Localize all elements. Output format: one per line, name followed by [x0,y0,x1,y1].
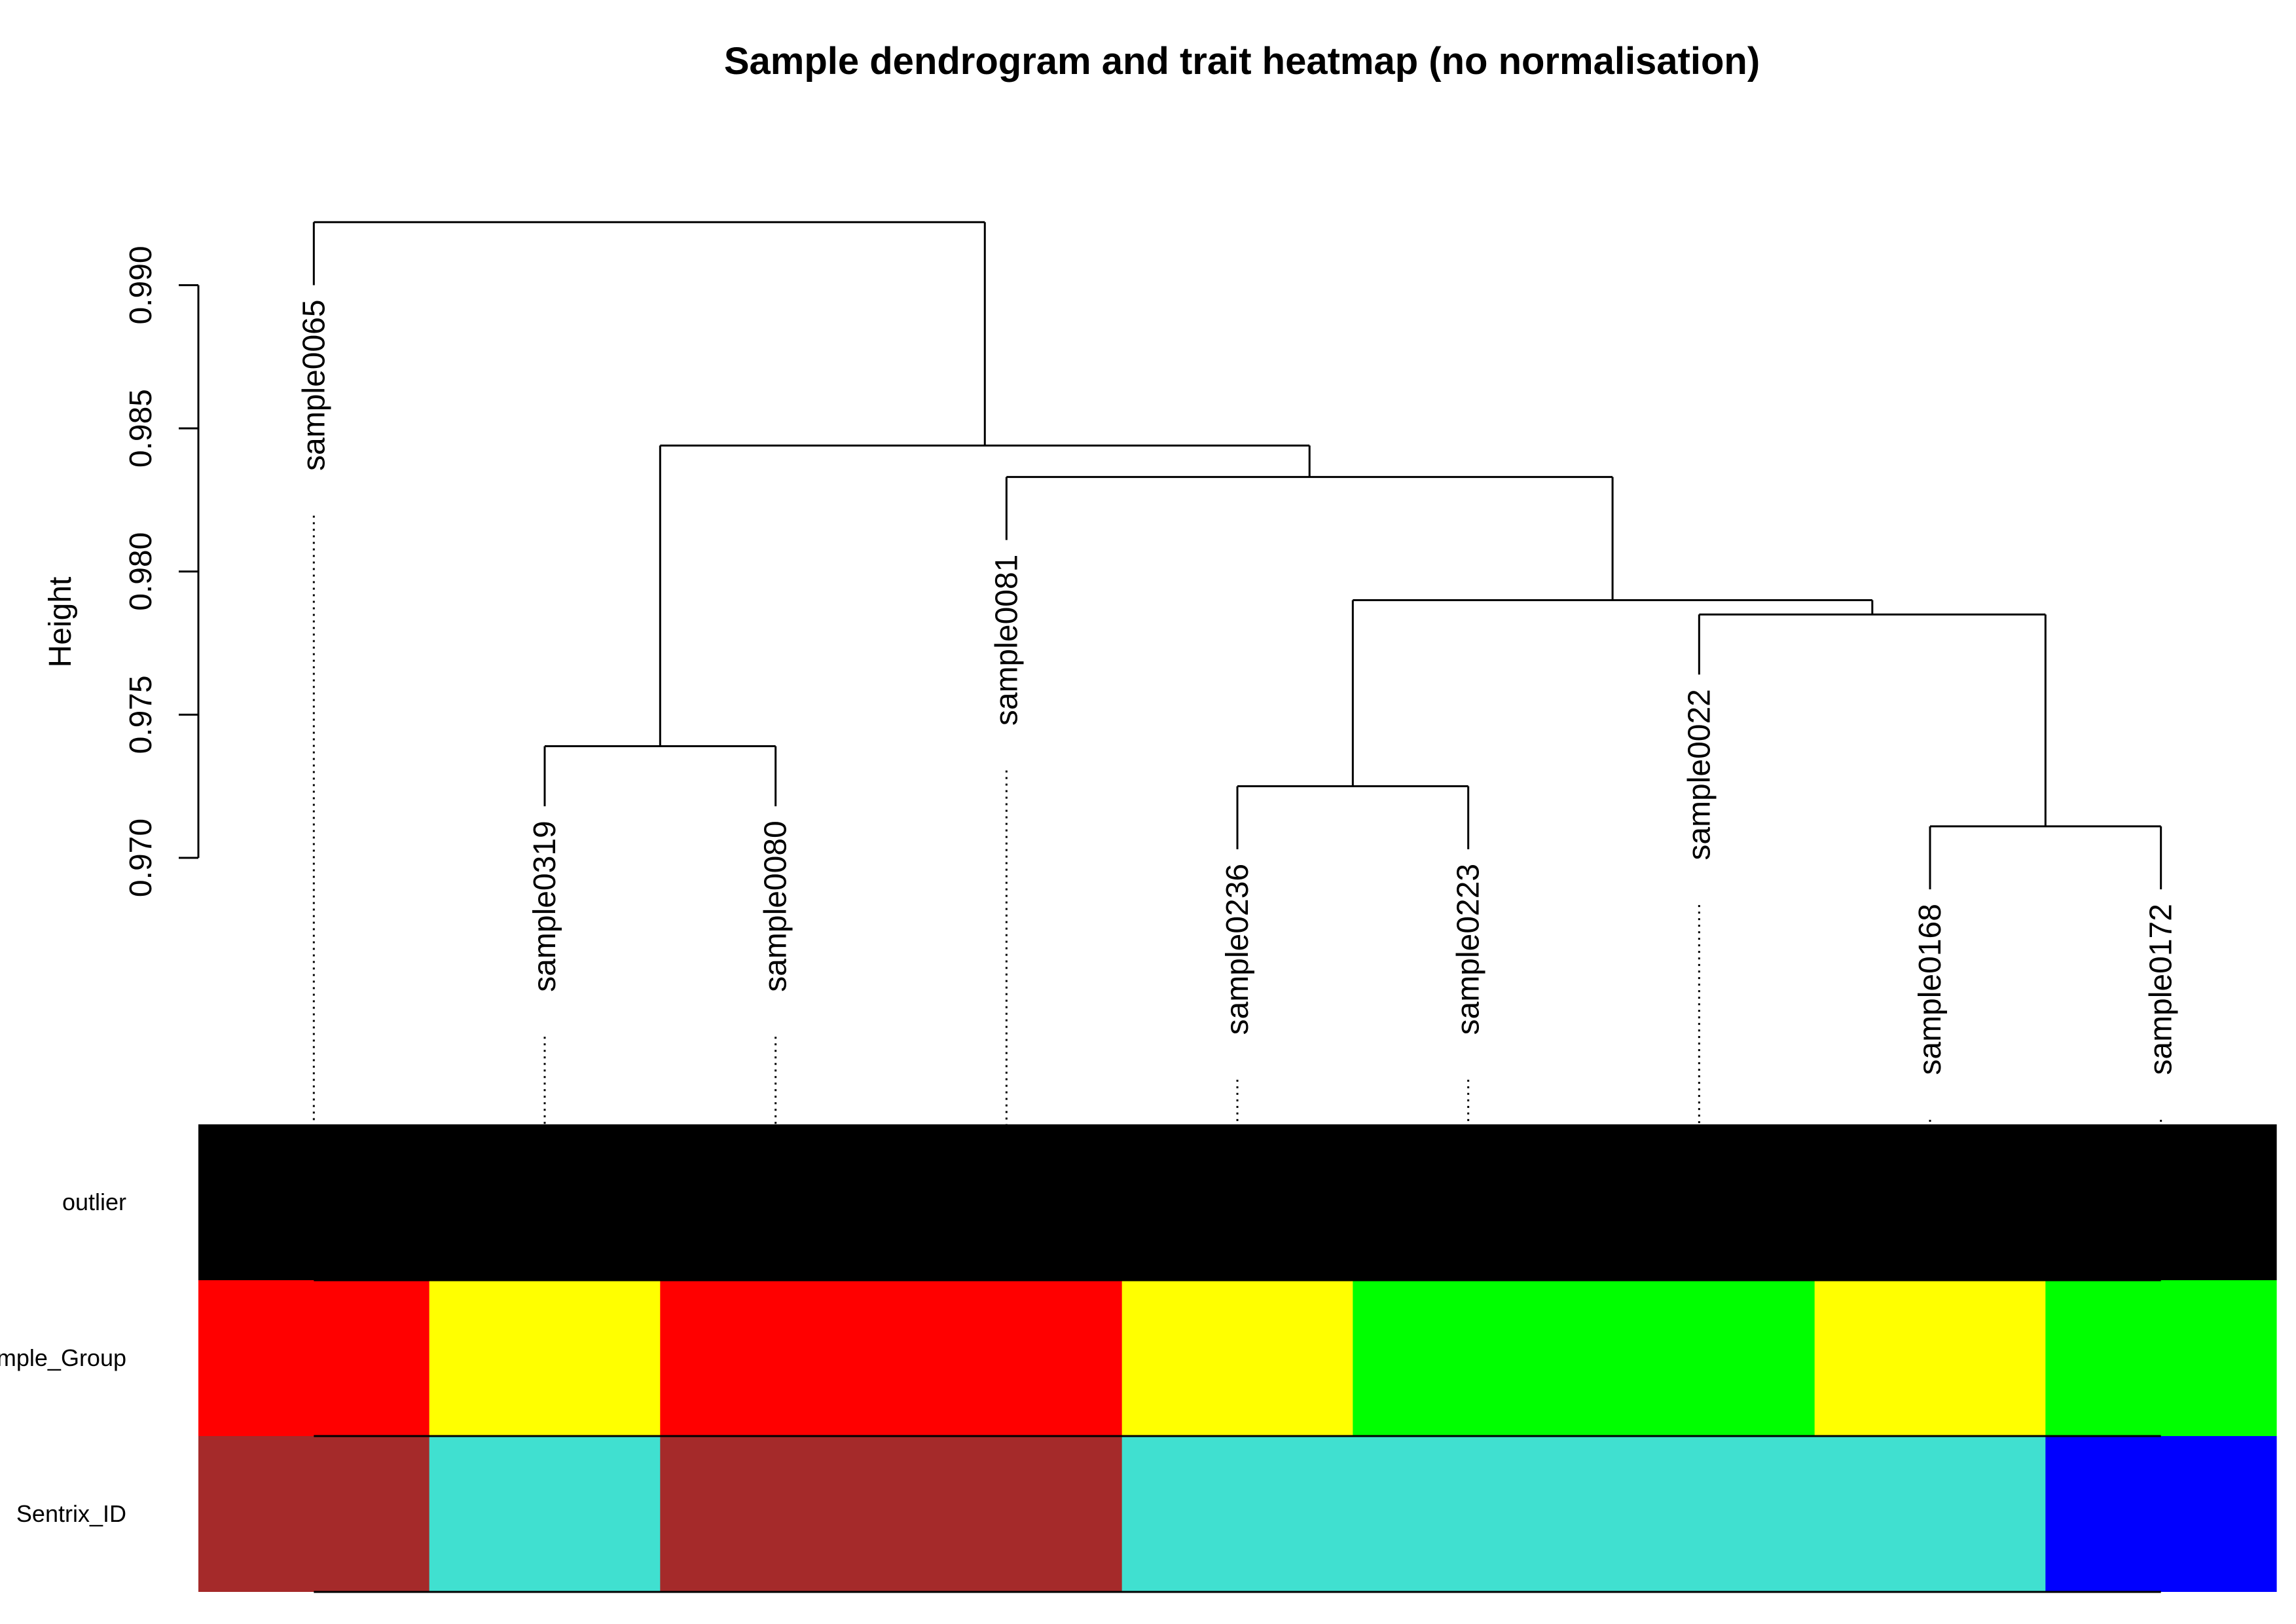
heatmap-cell [1121,1124,1353,1280]
heatmap-cell [1814,1436,2046,1592]
leaf-label: sample0022 [1682,689,1717,860]
heatmap-cell [1584,1436,1815,1592]
heatmap-cell [198,1124,430,1280]
heatmap-cell [1814,1124,2046,1280]
trait-label: Sample_Group [0,1344,126,1371]
dendrogram-tree [312,221,2162,1124]
heatmap-cell [660,1436,892,1592]
heatmap-cell [1353,1436,1584,1592]
heatmap-cell [1584,1280,1815,1436]
heatmap-cell [1814,1280,2046,1436]
y-tick-label: 0.975 [124,675,158,754]
heatmap-cell [1584,1124,1815,1280]
trait-label: outlier [62,1189,126,1215]
heatmap-cell [1121,1436,1353,1592]
heatmap-cell [198,1280,430,1436]
heatmap-cell [891,1124,1123,1280]
leaf-label: sample0081 [989,555,1024,726]
leaf-label: sample0065 [297,299,331,471]
y-tick-label: 0.970 [124,819,158,897]
heatmap-cell [1121,1280,1353,1436]
heatmap-cell [1353,1124,1584,1280]
leaf-label: sample0319 [528,821,562,992]
heatmap-cell [660,1280,892,1436]
leaf-label: sample0080 [759,821,793,992]
heatmap-cell [2045,1436,2277,1592]
leaf-label: sample0236 [1220,864,1255,1035]
leaf-label: sample0223 [1451,864,1486,1035]
leaf-labels: sample0065 sample0319 sample0080 sample0081… [297,299,2178,1075]
leaf-label: sample0168 [1913,904,1948,1075]
heatmap-cell [429,1280,661,1436]
chart-title: Sample dendrogram and trait heatmap (no … [724,40,1760,83]
trait-labels: outlier Sample_Group Sentrix_ID [0,1189,126,1527]
heatmap-cell [891,1436,1123,1592]
trait-label: Sentrix_ID [16,1500,126,1527]
heatmap-cell [429,1436,661,1592]
heatmap-cell [660,1124,892,1280]
heatmap-cell [198,1436,430,1592]
heatmap-cell [429,1124,661,1280]
heatmap-cell [1353,1280,1584,1436]
trait-heatmap [198,1124,2277,1593]
heatmap-cell [891,1280,1123,1436]
y-axis-label: Height [43,577,78,668]
y-tick-label: 0.990 [124,246,158,324]
leaf-label: sample0172 [2144,904,2179,1075]
y-axis: 0.970 0.975 0.980 0.985 0.990 [124,246,200,897]
y-tick-label: 0.980 [124,532,158,611]
y-tick-label: 0.985 [124,389,158,468]
heatmap-cell [2045,1124,2277,1280]
heatmap-cell [2045,1280,2277,1436]
